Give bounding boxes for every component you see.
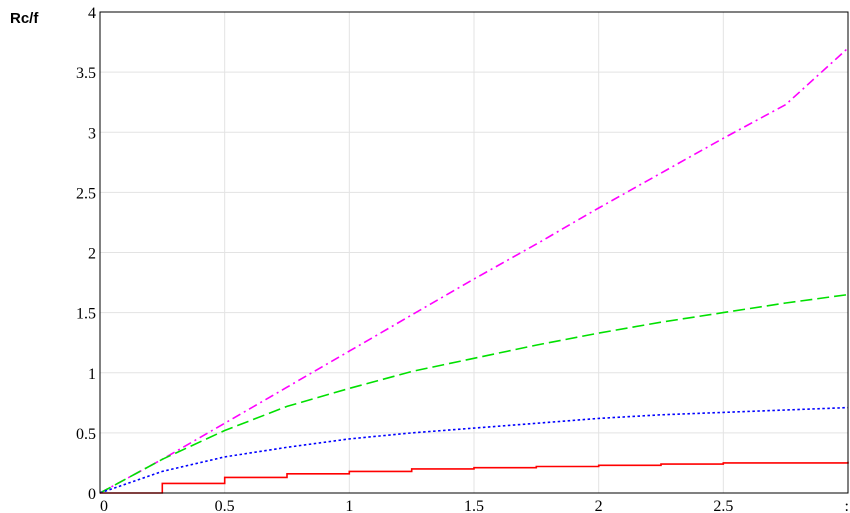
x-tick-label: 2.5 bbox=[713, 498, 733, 513]
x-tick-label: 2 bbox=[595, 498, 603, 513]
y-axis-title: Rc/f bbox=[10, 10, 39, 27]
x-tick-labels: 0 0.5 1 1.5 2 2.5: bbox=[100, 498, 849, 513]
x-tick-label: 1 bbox=[345, 498, 353, 513]
series-line-0 bbox=[99, 47, 849, 494]
y-tick-label: 3.5 bbox=[76, 65, 96, 82]
plot-frame bbox=[99, 11, 849, 494]
grid bbox=[100, 12, 848, 493]
y-tick-label: 4 bbox=[88, 5, 96, 22]
y-tick-label: 2 bbox=[88, 246, 96, 263]
series-line-1 bbox=[99, 293, 849, 494]
series-lines bbox=[99, 47, 849, 494]
y-tick-label: 1 bbox=[88, 366, 96, 383]
series-line-3 bbox=[100, 461, 849, 494]
x-tick-label: : bbox=[845, 498, 849, 513]
x-tick-label: 0 bbox=[100, 498, 108, 513]
y-tick-label: 3 bbox=[88, 125, 96, 142]
y-tick-labels: 0 0.5 1 1.5 2 2.5 3 3.5 4 bbox=[76, 5, 96, 503]
y-tick-label: 0 bbox=[88, 486, 96, 503]
series-line-2 bbox=[99, 406, 849, 494]
y-tick-label: 2.5 bbox=[76, 185, 96, 202]
x-tick-label: 1.5 bbox=[464, 498, 484, 513]
x-tick-label: 0.5 bbox=[215, 498, 235, 513]
y-tick-label: 1.5 bbox=[76, 306, 96, 323]
y-tick-label: 0.5 bbox=[76, 426, 96, 443]
